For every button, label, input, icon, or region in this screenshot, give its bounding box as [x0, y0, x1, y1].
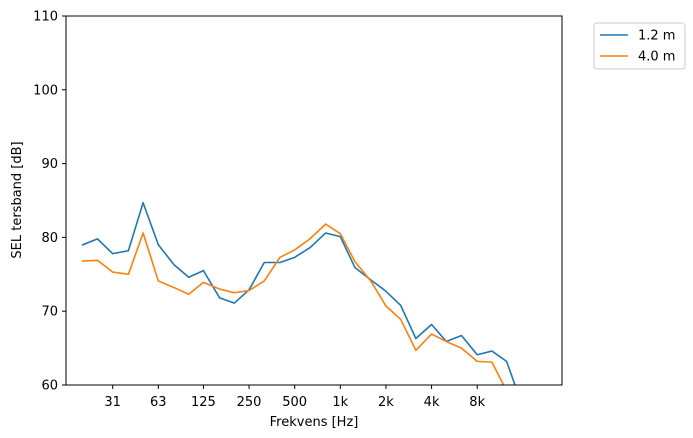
legend: 1.2 m 4.0 m — [593, 22, 686, 70]
y-axis-label: SEL tersband [dB] — [10, 141, 25, 258]
y-tick-label: 110 — [33, 10, 58, 25]
x-tick-label: 4k — [424, 395, 440, 410]
series-layer — [81, 201, 516, 385]
y-tick-label: 100 — [33, 83, 58, 98]
legend-label: 4.0 m — [638, 50, 675, 65]
x-axis-label: Frekvens [Hz] — [270, 415, 359, 430]
x-tick-label: 8k — [469, 395, 485, 410]
x-tick-label: 500 — [282, 395, 307, 410]
x-tick-label: 31 — [104, 395, 121, 410]
plot-frame — [65, 15, 563, 386]
y-tick-label: 90 — [41, 157, 58, 172]
series-line-1 — [81, 201, 516, 385]
x-tick-label: 250 — [237, 395, 262, 410]
series-line-2 — [81, 223, 505, 385]
x-tick-label: 125 — [191, 395, 216, 410]
x-tick-label: 63 — [150, 395, 167, 410]
y-axis: 60 70 80 90 100 110 — [33, 10, 66, 394]
x-axis: 31 63 125 250 500 1k 2k 4k 8k — [104, 385, 486, 410]
y-tick-label: 60 — [41, 379, 58, 394]
y-tick-label: 80 — [41, 231, 58, 246]
y-tick-label: 70 — [41, 305, 58, 320]
legend-label: 1.2 m — [638, 29, 675, 44]
x-tick-label: 2k — [378, 395, 394, 410]
x-tick-label: 1k — [332, 395, 348, 410]
